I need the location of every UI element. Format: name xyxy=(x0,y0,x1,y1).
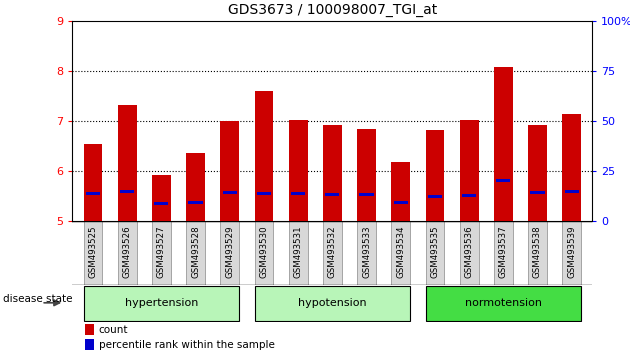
Text: GSM493529: GSM493529 xyxy=(226,225,234,278)
Text: GSM493530: GSM493530 xyxy=(260,225,268,278)
Bar xyxy=(462,194,476,197)
Text: disease state: disease state xyxy=(3,294,72,304)
Bar xyxy=(460,221,479,285)
Bar xyxy=(428,195,442,198)
Text: GSM493533: GSM493533 xyxy=(362,225,371,278)
Bar xyxy=(289,221,307,285)
Bar xyxy=(291,192,305,195)
Bar xyxy=(255,286,410,321)
Bar xyxy=(118,221,137,285)
Bar xyxy=(357,221,376,285)
Text: count: count xyxy=(99,325,129,335)
Text: GSM493536: GSM493536 xyxy=(464,225,474,278)
Bar xyxy=(118,105,137,221)
Bar xyxy=(425,221,444,285)
Bar xyxy=(85,324,94,335)
Text: normotension: normotension xyxy=(465,298,542,308)
Text: GSM493538: GSM493538 xyxy=(533,225,542,278)
Text: hypertension: hypertension xyxy=(125,298,198,308)
Bar xyxy=(394,201,408,204)
Bar xyxy=(220,221,239,285)
Text: GSM493527: GSM493527 xyxy=(157,225,166,278)
Bar xyxy=(357,129,376,221)
Text: GSM493526: GSM493526 xyxy=(123,225,132,278)
Title: GDS3673 / 100098007_TGI_at: GDS3673 / 100098007_TGI_at xyxy=(227,4,437,17)
Bar xyxy=(186,221,205,285)
Bar xyxy=(494,67,513,221)
Text: GSM493539: GSM493539 xyxy=(567,225,576,278)
Bar xyxy=(391,162,410,221)
Text: GSM493535: GSM493535 xyxy=(430,225,439,278)
Bar xyxy=(289,120,307,221)
Text: GSM493537: GSM493537 xyxy=(499,225,508,278)
Bar xyxy=(186,153,205,221)
Bar xyxy=(84,286,239,321)
Bar xyxy=(563,221,581,285)
Bar xyxy=(528,221,547,285)
Bar xyxy=(564,190,579,193)
Bar xyxy=(255,91,273,221)
Bar xyxy=(154,202,168,205)
Bar xyxy=(120,190,134,193)
Bar xyxy=(528,125,547,221)
Bar xyxy=(85,339,94,350)
Bar xyxy=(152,175,171,221)
Bar xyxy=(325,193,340,196)
Text: hypotension: hypotension xyxy=(298,298,367,308)
Text: GSM493534: GSM493534 xyxy=(396,225,405,278)
Text: GSM493532: GSM493532 xyxy=(328,225,337,278)
Bar xyxy=(425,130,444,221)
Bar xyxy=(530,191,544,194)
Text: percentile rank within the sample: percentile rank within the sample xyxy=(99,340,275,350)
Bar xyxy=(360,193,374,196)
Bar xyxy=(86,192,100,195)
Text: GSM493525: GSM493525 xyxy=(88,225,98,278)
Bar xyxy=(84,144,102,221)
Bar xyxy=(460,120,479,221)
Bar xyxy=(496,179,510,182)
Bar xyxy=(494,221,513,285)
Bar xyxy=(323,221,341,285)
Bar xyxy=(323,125,341,221)
Bar xyxy=(563,114,581,221)
Text: GSM493528: GSM493528 xyxy=(191,225,200,278)
Bar xyxy=(255,221,273,285)
Bar xyxy=(152,221,171,285)
Text: GSM493531: GSM493531 xyxy=(294,225,302,278)
Bar xyxy=(222,190,237,194)
Bar xyxy=(220,121,239,221)
Bar xyxy=(425,286,581,321)
Bar xyxy=(188,201,203,204)
Bar xyxy=(391,221,410,285)
Bar xyxy=(257,192,271,195)
Bar xyxy=(84,221,102,285)
